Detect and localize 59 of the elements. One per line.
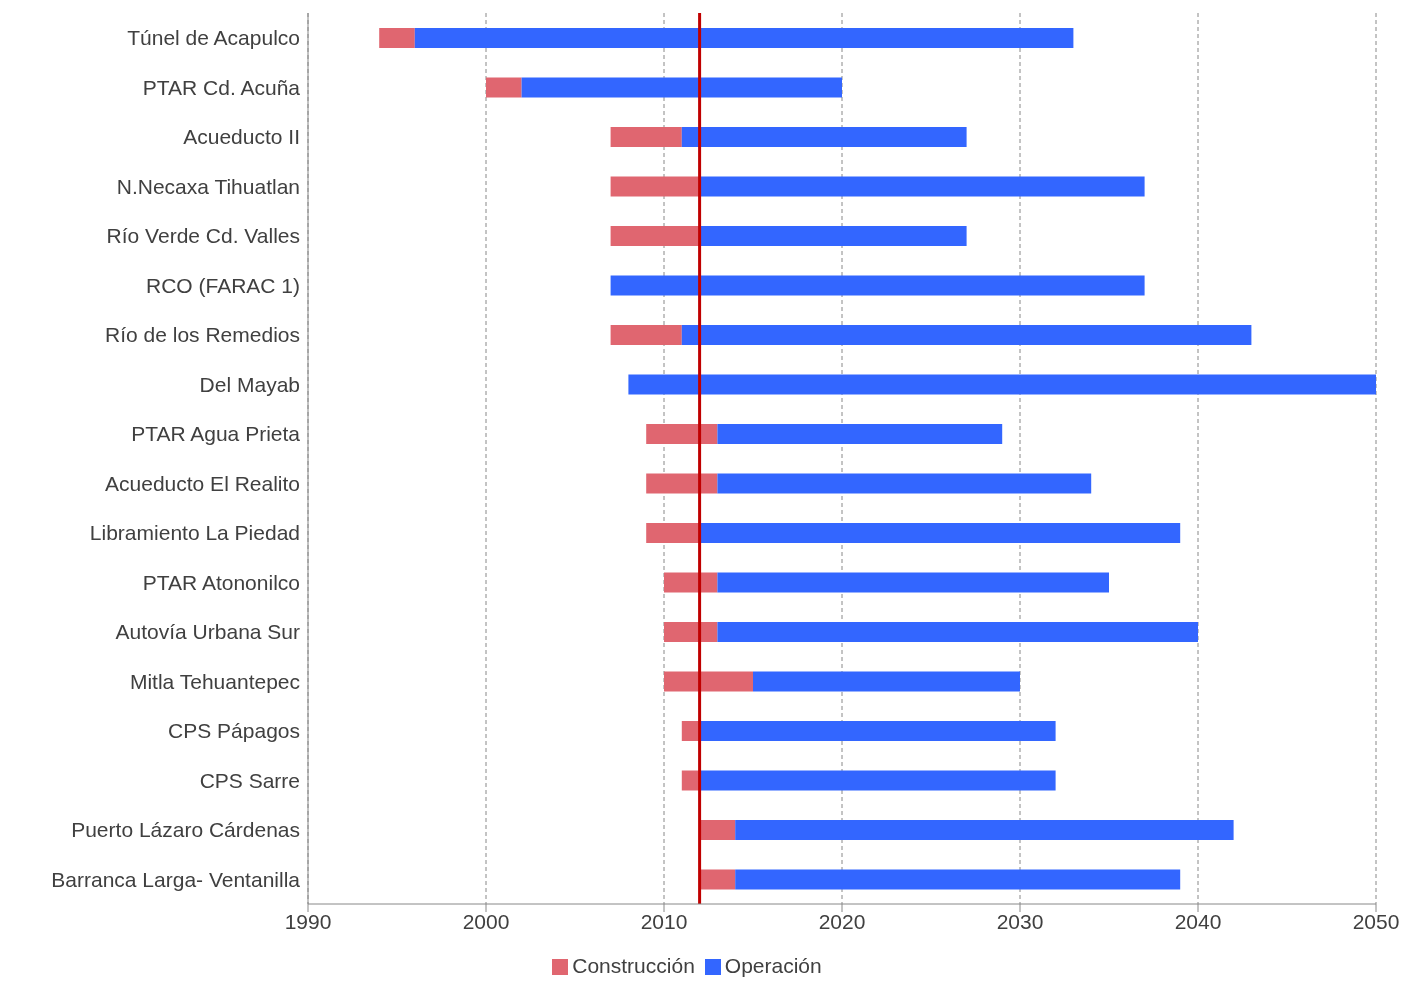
legend-label: Construcción: [572, 954, 695, 977]
bar: [646, 424, 718, 444]
bar: [486, 77, 522, 98]
bar: [699, 721, 1056, 741]
y-tick-label: Río Verde Cd. Valles: [106, 224, 300, 248]
bar: [717, 622, 1198, 642]
bar: [664, 671, 753, 692]
y-tick-label: Acueducto El Realito: [105, 471, 300, 495]
x-tick-label: 2050: [1352, 909, 1400, 933]
bar: [699, 176, 1145, 197]
bar: [699, 770, 1056, 791]
bar: [699, 523, 1181, 543]
bar: [610, 226, 700, 246]
x-tick-label: 2020: [818, 909, 866, 933]
y-tick-label: Autovía Urbana Sur: [115, 620, 301, 644]
y-tick-label: RCO (FARAC 1): [145, 273, 300, 297]
bar: [646, 473, 718, 494]
bar: [681, 127, 967, 147]
bar: [699, 820, 736, 840]
y-tick-label: CPS Sarre: [199, 768, 300, 792]
bar: [610, 275, 1145, 296]
bar: [610, 176, 700, 197]
y-tick-label: Túnel de Acapulco: [127, 26, 300, 50]
bar: [610, 325, 682, 345]
x-tick-label: 2040: [1174, 909, 1222, 933]
y-tick-label: CPS Pápagos: [168, 719, 300, 743]
bar: [681, 325, 1252, 345]
y-tick-label: Puerto Lázaro Cárdenas: [71, 818, 300, 842]
bar: [664, 622, 718, 642]
legend-label: Operación: [724, 954, 822, 977]
bar: [735, 820, 1234, 840]
bar: [414, 28, 1074, 48]
y-tick-label: Río de los Remedios: [105, 323, 300, 347]
y-tick-label: Acueducto II: [183, 125, 300, 149]
bar: [717, 424, 1003, 444]
x-tick-label: 2010: [640, 909, 688, 933]
bar: [699, 869, 736, 890]
y-tick-label: PTAR Atononilco: [142, 570, 300, 594]
bar: [521, 77, 842, 98]
bar: [628, 374, 1376, 395]
y-tick-label: PTAR Agua Prieta: [131, 422, 301, 446]
y-tick-label: N.Necaxa Tihuatlan: [116, 174, 300, 198]
bar: [717, 572, 1109, 593]
bar: [735, 869, 1181, 890]
x-tick-label: 2030: [996, 909, 1044, 933]
y-tick-label: Libramiento La Piedad: [89, 521, 300, 545]
bar: [717, 473, 1092, 494]
bar: [699, 226, 967, 246]
x-tick-label: 2000: [462, 909, 510, 933]
bar: [610, 127, 682, 147]
bar: [664, 572, 718, 593]
y-tick-label: Barranca Larga- Ventanilla: [51, 867, 301, 891]
bar: [646, 523, 700, 543]
bar: [379, 28, 415, 48]
bar: [753, 671, 1020, 692]
x-tick-label: 1990: [284, 909, 332, 933]
y-tick-label: PTAR Cd. Acuña: [142, 75, 301, 99]
y-tick-label: Del Mayab: [199, 372, 300, 396]
y-tick-label: Mitla Tehuantepec: [129, 669, 300, 693]
